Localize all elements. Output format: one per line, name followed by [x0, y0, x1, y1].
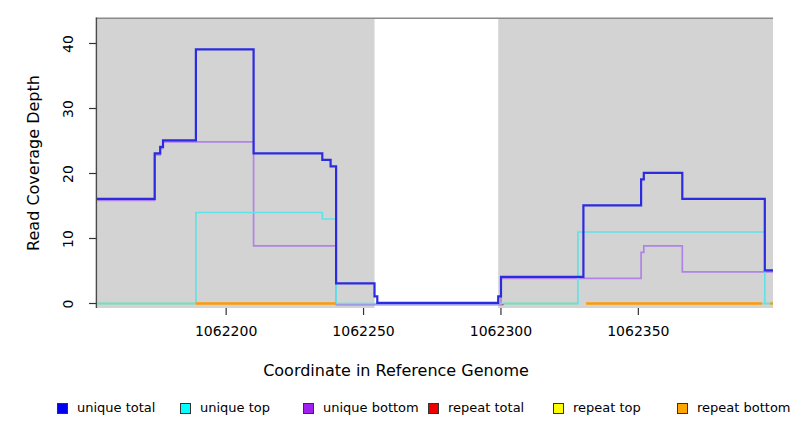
coverage-plot-figure: Coordinate in Reference Genome Read Cove… [0, 0, 792, 432]
y-tick-label: 40 [60, 35, 76, 53]
highlight-band [375, 19, 499, 308]
y-axis-title: Read Coverage Depth [24, 75, 43, 251]
y-tick-label: 30 [60, 100, 76, 118]
y-tick-label: 0 [60, 299, 76, 308]
x-tick-label: 1062200 [181, 323, 271, 339]
x-axis-title: Coordinate in Reference Genome [0, 361, 792, 380]
x-tick-label: 1062350 [593, 323, 683, 339]
y-tick-label: 20 [60, 165, 76, 183]
x-tick-label: 1062250 [319, 323, 409, 339]
x-tick-label: 1062300 [456, 323, 546, 339]
y-tick-label: 10 [60, 230, 76, 248]
